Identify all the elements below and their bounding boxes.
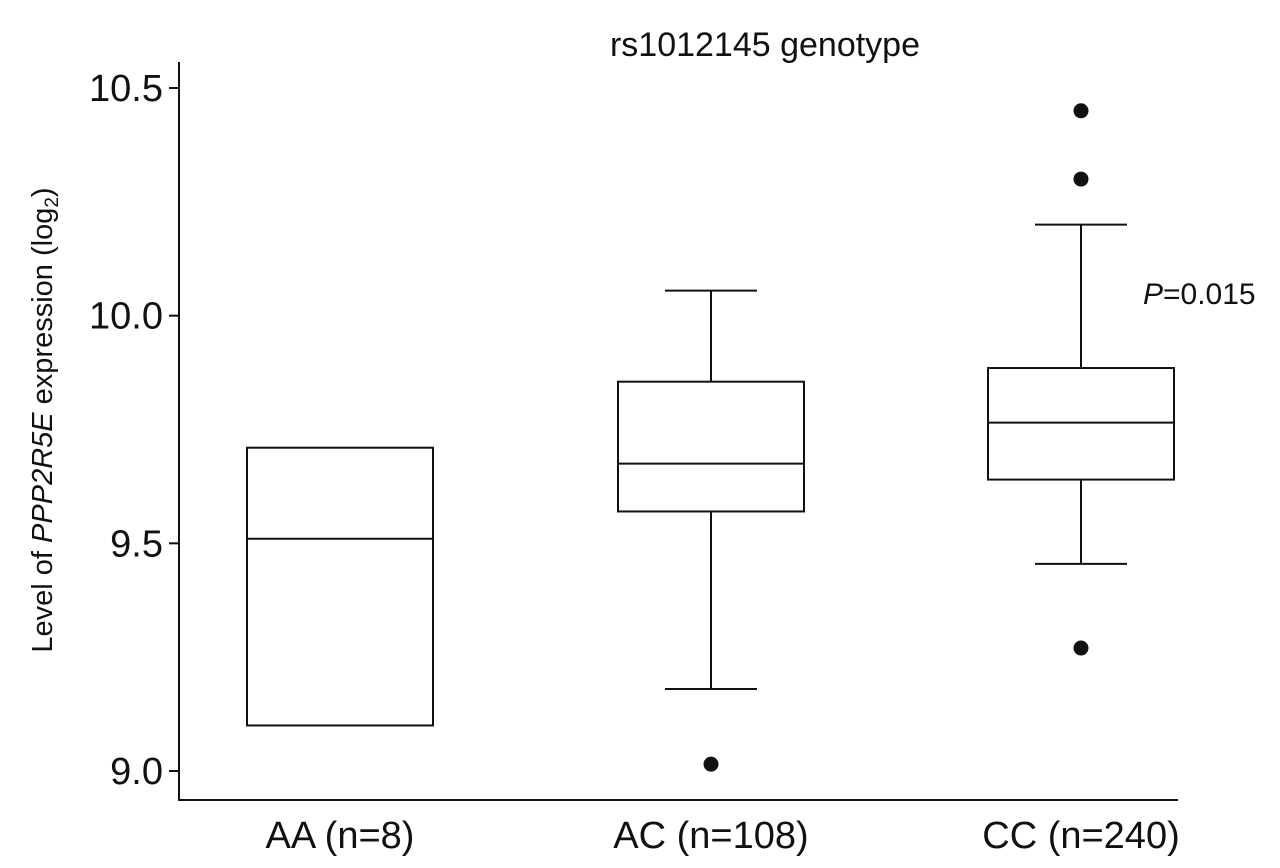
- outlier-point: [1073, 640, 1089, 656]
- box-group: [987, 103, 1175, 656]
- y-tick-label: 10.0: [89, 296, 163, 338]
- y-tick-label: 10.5: [89, 68, 163, 110]
- x-tick-label: AC (n=108): [613, 815, 808, 857]
- x-tick-label: AA (n=8): [266, 815, 415, 857]
- outlier-point: [703, 756, 719, 772]
- outlier-point: [1073, 103, 1089, 119]
- y-axis-label: Level of PPP2R5E expression (log2): [27, 187, 63, 652]
- outlier-point: [1073, 171, 1089, 187]
- box-iqr: [246, 446, 434, 727]
- y-tick-label: 9.0: [110, 751, 163, 793]
- x-tick-labels: AA (n=8) AC (n=108) CC (n=240): [266, 815, 1180, 857]
- x-tick-label: CC (n=240): [982, 815, 1179, 857]
- box-group: [246, 446, 434, 727]
- y-tick-label: 9.5: [110, 523, 163, 565]
- box-group: [617, 289, 805, 772]
- y-ticks: 9.0 9.5 10.0 10.5: [89, 68, 179, 793]
- boxes: [246, 103, 1175, 772]
- chart-title: rs1012145 genotype: [610, 26, 920, 64]
- box-iqr: [987, 367, 1175, 481]
- box-iqr: [617, 380, 805, 513]
- p-value-annotation: P=0.015: [1143, 278, 1256, 311]
